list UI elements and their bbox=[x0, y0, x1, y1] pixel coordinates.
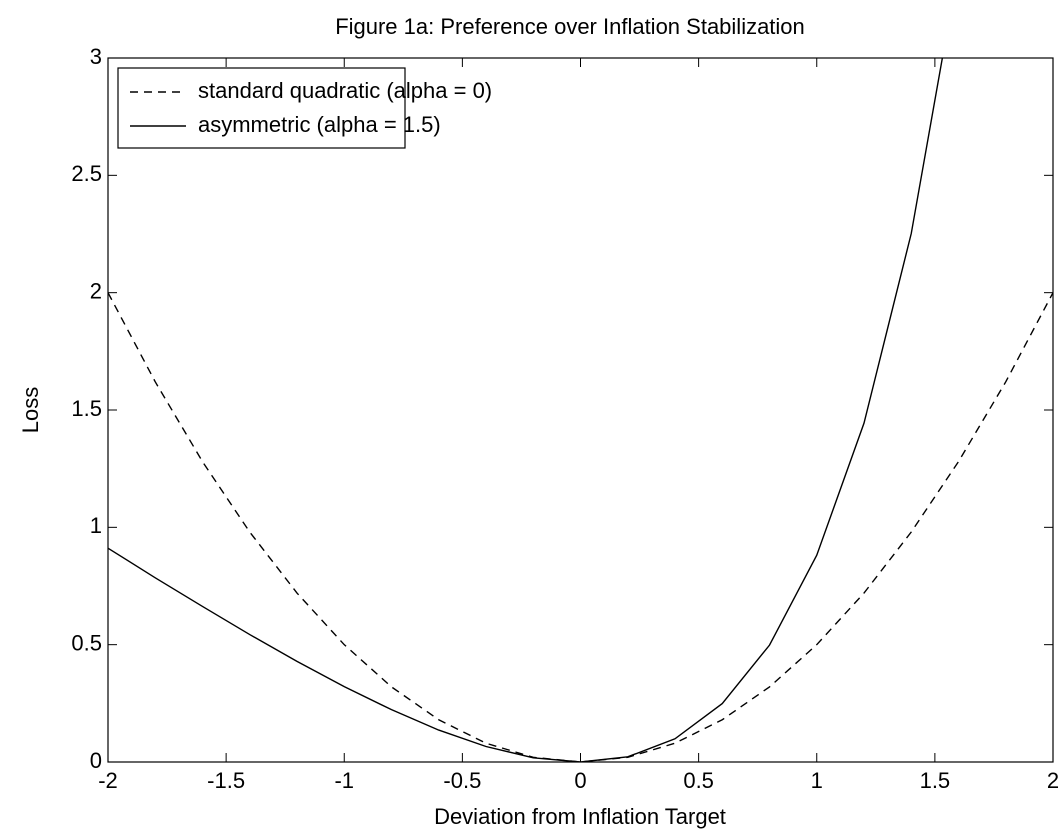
chart-title: Figure 1a: Preference over Inflation Sta… bbox=[335, 14, 805, 39]
plot-area bbox=[108, 58, 1053, 762]
x-tick-label: 2 bbox=[1047, 768, 1059, 793]
legend-label: asymmetric (alpha = 1.5) bbox=[198, 112, 441, 137]
x-tick-label: 0.5 bbox=[683, 768, 714, 793]
y-tick-label: 3 bbox=[90, 44, 102, 69]
legend-box bbox=[117, 67, 406, 149]
y-tick-label: 1.5 bbox=[71, 396, 102, 421]
y-tick-label: 0.5 bbox=[71, 630, 102, 655]
x-tick-label: 1.5 bbox=[920, 768, 951, 793]
y-tick-label: 0 bbox=[90, 748, 102, 773]
x-tick-label: 1 bbox=[811, 768, 823, 793]
plot-frame bbox=[107, 57, 1054, 763]
y-tick-label: 2 bbox=[90, 278, 102, 303]
y-tick-label: 1 bbox=[90, 513, 102, 538]
x-tick-label: -2 bbox=[98, 768, 118, 793]
y-axis-label: Loss bbox=[18, 387, 43, 433]
series-line bbox=[108, 58, 944, 762]
legend-label: standard quadratic (alpha = 0) bbox=[198, 78, 492, 103]
x-tick-label: 0 bbox=[574, 768, 586, 793]
y-tick-label: 2.5 bbox=[71, 161, 102, 186]
x-tick-label: -1.5 bbox=[207, 768, 245, 793]
x-tick-label: -1 bbox=[334, 768, 354, 793]
x-tick-label: -0.5 bbox=[443, 768, 481, 793]
x-axis-label: Deviation from Inflation Target bbox=[434, 804, 726, 829]
